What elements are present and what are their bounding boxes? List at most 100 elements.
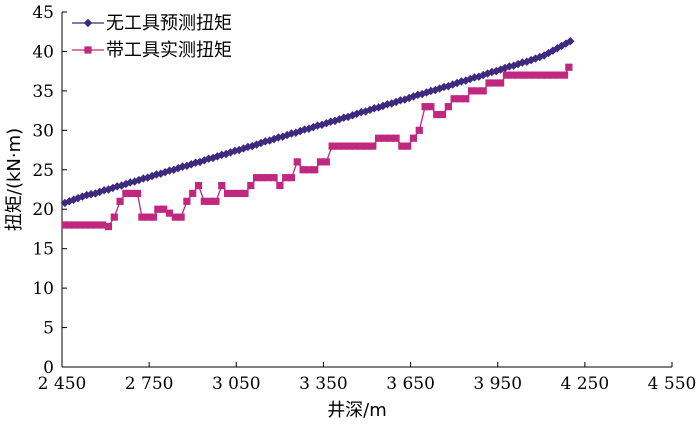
y-tick-label: 35	[32, 82, 54, 102]
legend-marker	[83, 18, 93, 28]
series-2-point	[276, 181, 284, 190]
series-2-point	[473, 87, 481, 95]
legend-label: 无工具预测扭矩	[106, 13, 232, 34]
series-2-point	[122, 189, 130, 198]
series-2-point	[75, 221, 84, 229]
series-2-point	[218, 181, 226, 190]
legend-item-2: 带工具实测扭矩	[72, 40, 232, 61]
series-2-point	[282, 174, 290, 182]
series-2-point	[560, 71, 569, 79]
legend-item-1: 无工具预测扭矩	[72, 13, 232, 34]
x-tick-label: 4 250	[561, 374, 610, 394]
series-1-point	[104, 185, 113, 194]
series-1-point	[370, 104, 379, 113]
series-2-point	[223, 189, 232, 198]
series-2-point	[502, 71, 511, 79]
series-1-point	[391, 97, 401, 107]
series-1-point	[539, 51, 549, 60]
series-layer	[60, 36, 575, 231]
series-1-point	[213, 152, 222, 161]
series-1-point	[248, 141, 257, 151]
y-tick-label: 40	[32, 42, 54, 62]
series-2-point	[328, 142, 336, 150]
series-1-point	[465, 74, 475, 84]
series-1-point	[309, 122, 318, 132]
series-2-point	[380, 134, 389, 142]
x-tick-label: 2 450	[38, 374, 87, 394]
x-tick-label: 3 650	[386, 374, 435, 394]
series-2-point	[508, 71, 516, 79]
series-2-point	[311, 166, 319, 174]
series-2-point	[293, 158, 301, 166]
series-2-point	[61, 221, 69, 229]
series-1-point	[566, 36, 575, 46]
series-2-point	[104, 222, 113, 231]
series-2-point	[444, 103, 452, 111]
y-tick-label: 0	[43, 358, 54, 378]
series-2-point	[165, 209, 174, 217]
series-2-point	[485, 79, 493, 87]
series-1-point	[217, 150, 226, 159]
series-2-point	[160, 205, 168, 213]
series-2-point	[65, 221, 73, 229]
series-2-point	[565, 63, 573, 71]
series-2-point	[264, 174, 272, 182]
series-2-point	[427, 103, 435, 111]
series-2-point	[93, 221, 101, 229]
y-tick-label: 25	[32, 161, 54, 181]
x-tick-label: 3 350	[299, 374, 348, 394]
series-2-point	[200, 197, 208, 205]
series-1-point	[339, 113, 348, 122]
series-1-point	[86, 190, 96, 199]
y-tick-label: 5	[43, 319, 54, 339]
y-tick-label: 45	[32, 3, 54, 23]
series-2-point	[241, 189, 249, 198]
series-2-point	[549, 71, 557, 79]
series-2-point	[287, 174, 296, 182]
series-2-point	[154, 205, 162, 213]
series-2-point	[497, 79, 505, 87]
series-2-point	[183, 197, 191, 205]
series-1-point	[130, 177, 139, 186]
series-1-point	[457, 77, 466, 86]
x-ticks: 2 450 2 750 3 050 3 350 3 650 3 950 4 250 4 550	[38, 362, 696, 394]
series-2-point	[392, 134, 400, 142]
series-1-point	[526, 55, 536, 65]
series-1-point	[156, 169, 165, 178]
series-1-point	[518, 58, 527, 67]
series-2-point	[81, 221, 89, 229]
series-1-point	[535, 52, 545, 62]
x-axis-title: 井深/m	[327, 400, 387, 421]
axes	[61, 12, 672, 368]
series-1-point	[487, 67, 497, 77]
series-2-point	[334, 142, 342, 150]
series-2-point	[253, 174, 261, 182]
series-1-point	[95, 187, 104, 197]
series-1-point	[221, 149, 231, 159]
series-1-point	[557, 41, 566, 51]
series-2-point	[462, 95, 470, 103]
series-1-point	[269, 134, 279, 144]
series-1-point	[509, 61, 518, 70]
series-2-point	[363, 142, 371, 150]
series-2-point	[305, 166, 313, 174]
series-1-point	[361, 107, 370, 116]
series-2-point	[520, 71, 528, 79]
series-2-point	[433, 110, 441, 119]
series-2-point	[555, 71, 563, 79]
x-tick-label: 3 050	[212, 374, 261, 394]
x-tick-label: 3 950	[473, 374, 522, 394]
series-2-line	[64, 66, 570, 228]
series-2-point	[258, 174, 267, 182]
series-1-point	[343, 112, 353, 122]
y-axis-title: 扭矩/(kN·m)	[4, 128, 25, 231]
series-2-point	[340, 142, 348, 150]
series-2-point	[369, 142, 377, 150]
series-1-point	[404, 93, 414, 103]
series-2-point	[514, 71, 522, 79]
series-2-point	[467, 87, 476, 95]
series-2-point	[270, 174, 278, 182]
series-2-point	[70, 221, 78, 229]
series-2-point	[87, 221, 95, 229]
series-2-point	[99, 221, 107, 229]
